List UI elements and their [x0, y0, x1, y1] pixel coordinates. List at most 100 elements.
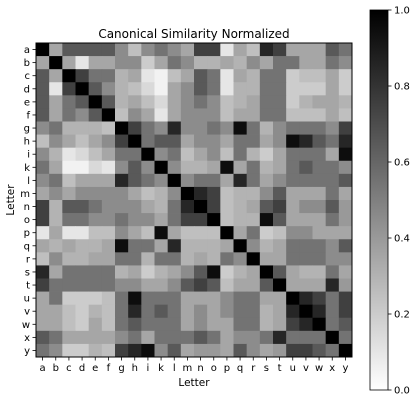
heatmap-cell: [36, 343, 50, 358]
heatmap-cell: [338, 160, 353, 175]
heatmap-cell: [180, 213, 195, 227]
heatmap-cell: [220, 265, 234, 279]
heatmap-cell: [273, 95, 287, 109]
heatmap-cell: [273, 239, 287, 253]
heatmap-cell: [167, 56, 182, 70]
heatmap-cell: [180, 121, 195, 135]
heatmap-cell: [36, 95, 50, 109]
heatmap-cell: [141, 213, 155, 227]
heatmap-cell: [338, 330, 353, 345]
y-tick-label: s: [25, 267, 30, 278]
heatmap-cell: [167, 173, 182, 188]
heatmap-cell: [220, 200, 234, 214]
heatmap-cell: [62, 265, 76, 279]
heatmap-cell: [220, 121, 234, 135]
heatmap-cell: [167, 95, 182, 109]
heatmap-cell: [167, 226, 182, 240]
heatmap-cell: [62, 69, 76, 83]
heatmap-cell: [207, 82, 221, 96]
heatmap-cell: [259, 186, 274, 201]
heatmap-cell: [128, 108, 142, 122]
heatmap-cell: [273, 265, 287, 279]
heatmap-cell: [325, 200, 340, 214]
heatmap-cell: [273, 291, 287, 306]
heatmap-cell: [207, 43, 221, 57]
heatmap-cell: [220, 213, 234, 227]
heatmap-cell: [115, 147, 129, 162]
heatmap-cell: [36, 121, 50, 135]
heatmap-cell: [233, 173, 248, 188]
x-tick-label: h: [132, 363, 138, 374]
heatmap-cell: [233, 200, 248, 214]
heatmap-cell: [259, 200, 274, 214]
heatmap-cell: [154, 147, 169, 162]
heatmap-cell: [115, 82, 129, 96]
heatmap-cell: [141, 239, 155, 253]
heatmap-cell: [259, 82, 274, 96]
heatmap-cell: [154, 213, 169, 227]
heatmap-cell: [128, 82, 142, 96]
heatmap-cell: [299, 173, 313, 188]
heatmap-cell: [338, 278, 353, 292]
heatmap-cell: [154, 173, 169, 188]
heatmap-cell: [338, 134, 353, 149]
heatmap-cell: [338, 108, 353, 122]
heatmap-cell: [194, 173, 208, 188]
heatmap-cell: [325, 147, 340, 162]
heatmap-cell: [115, 252, 129, 266]
heatmap-cell: [207, 252, 221, 266]
x-tick-label: t: [278, 363, 282, 374]
heatmap-cell: [207, 265, 221, 279]
heatmap-cell: [325, 343, 340, 358]
heatmap-cell: [312, 213, 327, 227]
heatmap-cell: [246, 160, 261, 175]
heatmap-cell: [180, 108, 195, 122]
x-tick-label: l: [173, 363, 176, 374]
heatmap-cell: [273, 200, 287, 214]
heatmap-cell: [207, 304, 221, 319]
heatmap-cell: [220, 330, 234, 345]
heatmap-cell: [194, 265, 208, 279]
heatmap-cell: [115, 265, 129, 279]
y-tick-label: l: [27, 176, 30, 187]
heatmap-cell: [273, 147, 287, 162]
heatmap-cell: [49, 252, 63, 266]
heatmap-cell: [101, 278, 116, 292]
x-tick-label: b: [53, 363, 59, 374]
heatmap-cell: [88, 43, 103, 57]
heatmap-cell: [62, 147, 76, 162]
heatmap-cell: [259, 56, 274, 70]
heatmap-cell: [141, 147, 155, 162]
heatmap-cell: [207, 69, 221, 83]
heatmap-cell: [299, 265, 313, 279]
heatmap-cell: [220, 160, 234, 175]
colorbar-tick-label: 0.6: [394, 158, 410, 169]
heatmap-cell: [286, 226, 300, 240]
y-tick-label: i: [27, 150, 30, 161]
heatmap-cell: [259, 147, 274, 162]
heatmap-cell: [312, 95, 327, 109]
x-tick-label: u: [290, 363, 296, 374]
heatmap-cell: [286, 213, 300, 227]
heatmap-cell: [62, 239, 76, 253]
heatmap-cell: [233, 226, 248, 240]
heatmap-cell: [207, 95, 221, 109]
heatmap-cell: [62, 121, 76, 135]
heatmap-cell: [299, 134, 313, 149]
heatmap-cell: [115, 69, 129, 83]
heatmap-cell: [207, 147, 221, 162]
colorbar-ticks: 0.0 0.2 0.4 0.6 0.8 1.0: [388, 6, 410, 397]
heatmap-cell: [154, 304, 169, 319]
heatmap-cell: [75, 278, 90, 292]
heatmap-cell: [88, 56, 103, 70]
heatmap-cell: [233, 186, 248, 201]
heatmap-cell: [233, 317, 248, 332]
heatmap-cell: [194, 108, 208, 122]
heatmap-cell: [101, 82, 116, 96]
heatmap-cell: [220, 252, 234, 266]
heatmap-cell: [49, 173, 63, 188]
heatmap-cell: [75, 108, 90, 122]
heatmap-cell: [207, 186, 221, 201]
heatmap-cell: [101, 147, 116, 162]
heatmap-cell: [338, 200, 353, 214]
